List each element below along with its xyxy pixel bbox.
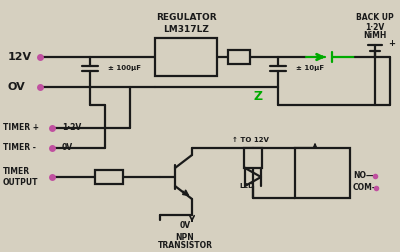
Text: 1·2V: 1·2V xyxy=(365,22,385,32)
Text: 1·2V: 1·2V xyxy=(62,123,81,133)
Text: LED: LED xyxy=(239,183,254,189)
Text: RELAY: RELAY xyxy=(308,169,337,177)
Text: TRANSISTOR: TRANSISTOR xyxy=(158,240,212,249)
Text: IN OUT
ADJ: IN OUT ADJ xyxy=(172,50,200,64)
Text: LM317LZ: LM317LZ xyxy=(163,24,209,34)
Text: ↑ TO 12V: ↑ TO 12V xyxy=(232,137,268,143)
Text: 1K: 1K xyxy=(104,173,114,181)
Bar xyxy=(295,148,350,198)
Text: TIMER -: TIMER - xyxy=(3,143,36,152)
Text: ± 100μF: ± 100μF xyxy=(108,65,141,71)
Text: R: R xyxy=(250,153,256,163)
Text: TIMER
OUTPUT: TIMER OUTPUT xyxy=(3,167,38,187)
Text: ± 10μF: ± 10μF xyxy=(296,65,324,71)
Text: +: + xyxy=(388,40,395,48)
Text: NPN: NPN xyxy=(176,233,194,241)
Text: Z: Z xyxy=(254,90,262,104)
Text: NO—: NO— xyxy=(353,172,374,180)
Text: 12V: 12V xyxy=(8,52,32,62)
Bar xyxy=(155,38,217,76)
Text: NiMH: NiMH xyxy=(363,30,387,40)
Text: TIMER +: TIMER + xyxy=(3,123,39,133)
Text: 1K: 1K xyxy=(234,52,244,61)
Text: BACK UP: BACK UP xyxy=(356,14,394,22)
Text: OV: OV xyxy=(8,82,26,92)
Bar xyxy=(95,170,123,184)
Bar xyxy=(244,148,262,168)
Text: COM—: COM— xyxy=(353,183,380,193)
Text: REGULATOR: REGULATOR xyxy=(156,14,216,22)
Text: 0V: 0V xyxy=(180,220,190,230)
Bar xyxy=(228,50,250,64)
Text: 0V: 0V xyxy=(62,143,73,152)
